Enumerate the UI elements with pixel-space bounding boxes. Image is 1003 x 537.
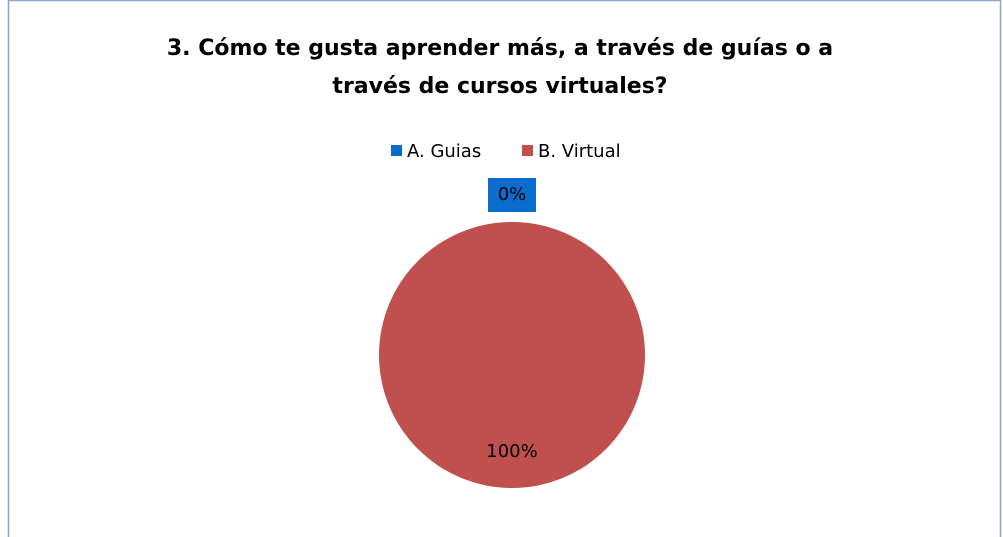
legend-label: A. Guias [407, 141, 481, 162]
data-label-box [488, 178, 536, 212]
data-label: 100% [486, 441, 537, 462]
legend-swatch [522, 145, 533, 156]
chart-title: 3. Cómo te gusta aprender más, a través … [166, 36, 834, 99]
legend-label: B. Virtual [538, 141, 621, 162]
legend-swatch [391, 145, 402, 156]
data-label: 0% [498, 184, 527, 205]
pie-slice [379, 222, 645, 488]
